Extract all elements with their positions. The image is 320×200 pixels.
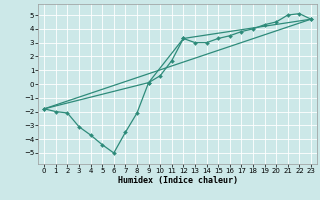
X-axis label: Humidex (Indice chaleur): Humidex (Indice chaleur) <box>118 176 238 185</box>
